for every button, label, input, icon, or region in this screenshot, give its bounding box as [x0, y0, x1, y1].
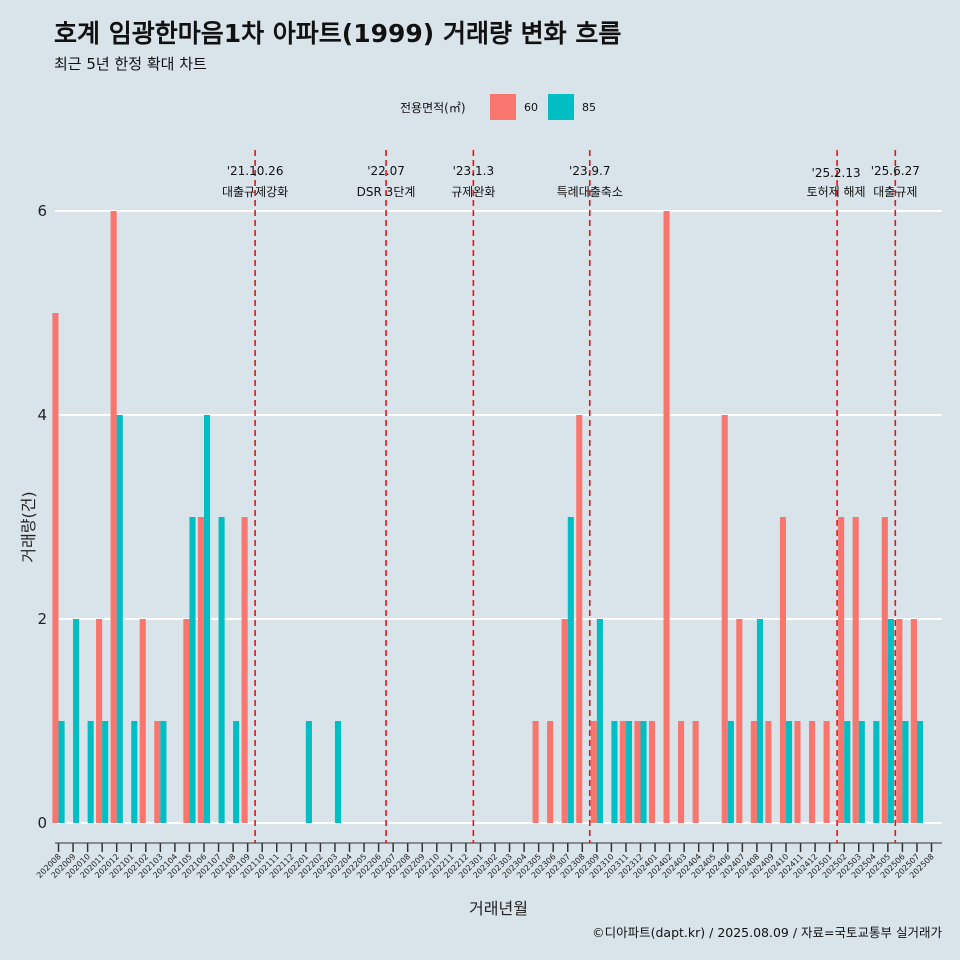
bar-60-202406: [721, 415, 728, 823]
bar-60-202503: [852, 517, 859, 823]
chart-title: 호계 임광한마음1차 아파트(1999) 거래량 변화 흐름: [54, 19, 622, 48]
y-tick-label: 0: [37, 814, 47, 832]
bar-85-202312: [640, 721, 647, 823]
event-label: DSR 3단계: [357, 185, 416, 199]
y-axis-title: 거래량(건): [19, 491, 38, 562]
bar-85-202103: [160, 721, 167, 823]
bar-60-202410: [779, 517, 786, 823]
event-label: 대출규제: [873, 185, 917, 199]
source-caption: ©디아파트(dapt.kr) / 2025.08.09 / 자료=국토교통부 실…: [592, 925, 942, 940]
bar-85-202105: [189, 517, 196, 823]
bar-60-202311: [619, 721, 626, 823]
bar-85-202010: [87, 721, 94, 823]
bar-60-202309: [590, 721, 597, 823]
event-date: '21.10.26: [227, 164, 284, 178]
bar-85-202504: [873, 721, 880, 823]
bar-60-202312: [634, 721, 641, 823]
y-tick-label: 4: [37, 406, 47, 424]
bar-85-202101: [131, 721, 138, 823]
bar-60-202306: [547, 721, 554, 823]
bar-85-202201: [305, 721, 312, 823]
event-label: 특례대출축소: [557, 185, 623, 199]
bar-60-202403: [678, 721, 685, 823]
bar-60-202401: [648, 721, 656, 823]
bar-60-202106: [197, 517, 204, 823]
event-date: '23.9.7: [569, 164, 610, 178]
bar-85-202012: [116, 415, 123, 823]
chart-subtitle: 최근 5년 한정 확대 차트: [54, 55, 207, 73]
bar-85-202505: [887, 619, 894, 823]
bar-85-202406: [727, 721, 734, 823]
bar-85-202106: [204, 415, 211, 823]
bar-60-202011: [96, 619, 103, 823]
bar-60-202501: [823, 721, 830, 823]
bar-60-202105: [183, 619, 190, 823]
y-tick-label: 2: [37, 610, 47, 628]
event-date: '25.6.27: [871, 164, 920, 178]
bar-60-202409: [765, 721, 772, 823]
bar-85-202311: [625, 721, 633, 823]
bar-85-202011: [102, 721, 109, 823]
bar-60-202404: [692, 721, 699, 823]
bar-60-202305: [532, 721, 539, 823]
bar-60-202109: [241, 517, 248, 823]
bar-85-202408: [756, 619, 763, 823]
event-date: '23.1.3: [453, 164, 494, 178]
bar-60-202505: [881, 517, 888, 823]
bar-85-202008: [58, 721, 65, 823]
bar-60-202408: [750, 721, 757, 823]
bar-85-202203: [334, 721, 342, 823]
legend-label-85: 85: [582, 101, 596, 114]
bar-60-202103: [154, 721, 161, 823]
bar-85-202506: [902, 721, 909, 823]
event-label: 대출규제강화: [222, 185, 288, 199]
bar-85-202108: [233, 721, 240, 823]
bar-85-202107: [218, 517, 225, 823]
bar-60-202407: [736, 619, 743, 823]
bar-60-202507: [910, 619, 917, 823]
bar-60-202412: [809, 721, 816, 823]
bar-85-202410: [786, 721, 793, 823]
bar-85-202309: [596, 619, 603, 823]
bar-60-202102: [139, 619, 146, 823]
legend-title: 전용면적(㎡): [400, 101, 466, 115]
bar-60-202506: [896, 619, 903, 823]
bar-60-202502: [838, 517, 845, 823]
bar-60-202411: [794, 721, 801, 823]
y-tick-label: 6: [37, 202, 47, 220]
bar-85-202310: [611, 721, 618, 823]
event-label: 토허제 해제: [807, 185, 866, 199]
bar-85-202307: [567, 517, 574, 823]
event-date: '22.07: [367, 164, 405, 178]
bar-60-202307: [561, 619, 568, 823]
bar-85-202503: [858, 721, 865, 823]
event-date: '25.2.13: [812, 166, 861, 180]
event-label: 규제완화: [451, 185, 495, 199]
bar-85-202507: [916, 721, 924, 823]
bar-85-202502: [844, 721, 851, 823]
bar-60-202308: [576, 415, 583, 823]
legend-key-85: [548, 94, 574, 120]
bar-60-202402: [663, 211, 670, 823]
legend: 전용면적(㎡) 60 85: [0, 92, 960, 122]
legend-label-60: 60: [524, 101, 538, 114]
bar-60-202012: [110, 211, 117, 823]
bar-60-202008: [52, 313, 59, 823]
x-axis-title: 거래년월: [469, 899, 528, 918]
bar-85-202009: [73, 619, 80, 823]
legend-key-60: [490, 94, 516, 120]
